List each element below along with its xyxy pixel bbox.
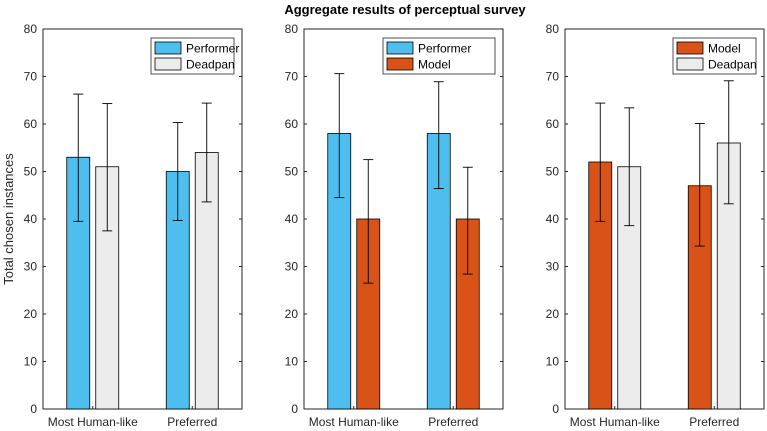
y-tick-label: 10 bbox=[24, 355, 38, 369]
subplot-1: 0 10 20 30 40 50 60 70 80 Most Human-like Preferre… bbox=[1, 22, 243, 429]
legend-label-performer: Performer bbox=[418, 42, 471, 56]
plots: 0 10 20 30 40 50 60 70 80 Most Human-like Preferre… bbox=[1, 22, 765, 429]
x-tick-label: Preferred bbox=[167, 415, 217, 429]
y-tick-label: 40 bbox=[24, 212, 38, 226]
y-tick-label: 0 bbox=[552, 402, 559, 416]
x-tick-label: Most Human-like bbox=[570, 415, 660, 429]
legend-swatch-model bbox=[676, 41, 704, 55]
figure-title: Aggregate results of perceptual survey bbox=[284, 2, 526, 17]
legend-swatch-deadpan bbox=[676, 57, 704, 71]
y-tick-label: 50 bbox=[285, 165, 299, 179]
y-tick-label: 60 bbox=[546, 117, 560, 131]
y-tick-label: 80 bbox=[24, 22, 38, 36]
subplot-2: 0 10 20 30 40 50 60 70 80 Most Human-like Preferre… bbox=[285, 22, 504, 429]
y-tick-label: 70 bbox=[24, 70, 38, 84]
y-tick-label: 10 bbox=[546, 355, 560, 369]
legend-swatch-performer bbox=[154, 41, 182, 55]
y-tick-label: 70 bbox=[546, 70, 560, 84]
y-axis-label: Total chosen instances bbox=[1, 153, 16, 285]
y-tick-label: 40 bbox=[546, 212, 560, 226]
legend-swatch-performer bbox=[386, 41, 414, 55]
legend-swatch-model bbox=[386, 57, 414, 71]
legend-swatch-deadpan bbox=[154, 57, 182, 71]
subplot-3: 0 10 20 30 40 50 60 70 80 Most Human-like Preferre… bbox=[546, 22, 765, 429]
x-tick-label: Most Human-like bbox=[48, 415, 138, 429]
y-tick-label: 80 bbox=[546, 22, 560, 36]
y-tick-label: 70 bbox=[285, 70, 299, 84]
y-tick-label: 40 bbox=[285, 212, 299, 226]
x-tick-label: Most Human-like bbox=[309, 415, 399, 429]
y-tick-label: 50 bbox=[546, 165, 560, 179]
y-tick-label: 80 bbox=[285, 22, 299, 36]
y-tick-label: 60 bbox=[285, 117, 299, 131]
y-tick-label: 0 bbox=[291, 402, 298, 416]
x-tick-label: Preferred bbox=[428, 415, 478, 429]
legend-label-model: Model bbox=[418, 58, 451, 72]
y-tick-label: 30 bbox=[285, 260, 299, 274]
y-tick-label: 30 bbox=[546, 260, 560, 274]
y-tick-label: 30 bbox=[24, 260, 38, 274]
x-tick-label: Preferred bbox=[689, 415, 739, 429]
y-tick-label: 0 bbox=[30, 402, 37, 416]
y-tick-label: 60 bbox=[24, 117, 38, 131]
legend-label-model: Model bbox=[708, 42, 741, 56]
legend-label-performer: Performer bbox=[186, 42, 239, 56]
y-tick-label: 50 bbox=[24, 165, 38, 179]
y-tick-label: 20 bbox=[24, 307, 38, 321]
y-tick-label: 20 bbox=[285, 307, 299, 321]
y-tick-label: 10 bbox=[285, 355, 299, 369]
y-tick-label: 20 bbox=[546, 307, 560, 321]
legend-label-deadpan: Deadpan bbox=[186, 58, 235, 72]
legend-label-deadpan: Deadpan bbox=[708, 58, 757, 72]
